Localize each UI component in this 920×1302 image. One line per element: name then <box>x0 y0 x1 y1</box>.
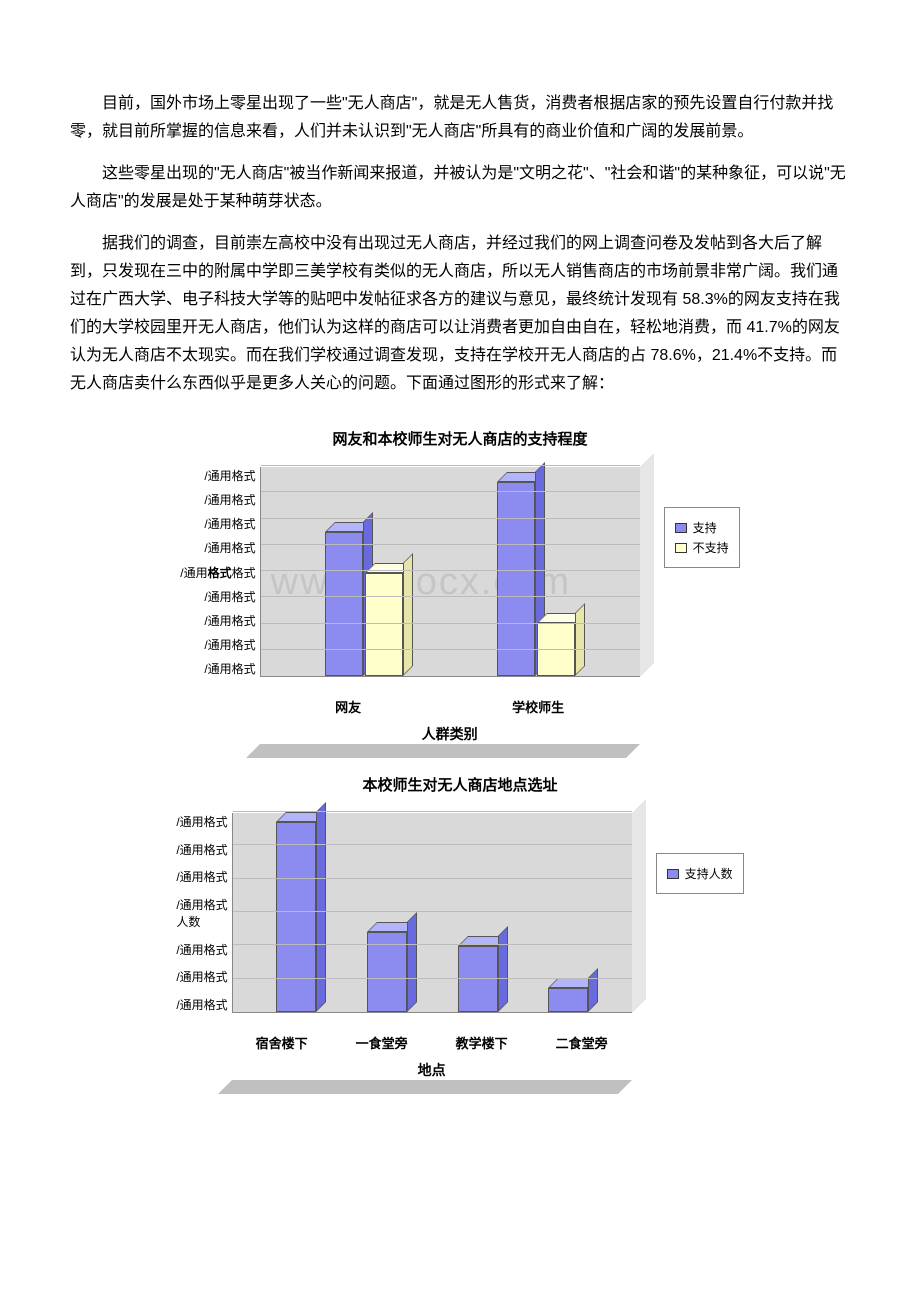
bar-group <box>458 946 498 1012</box>
legend-item: 支持人数 <box>667 865 733 882</box>
chart1-y-labels: /通用格式/通用格式/通用格式/通用格式/通用格式格式/通用格式/通用格式/通用… <box>180 467 255 677</box>
bar-group <box>497 482 575 676</box>
chart1-plot: www.bdocx.com 网友学校师生 人群类别 <box>260 467 640 744</box>
y-tick-label: /通用格式人数 <box>176 896 227 930</box>
chart1-legend: 支持不支持 <box>664 507 740 568</box>
chart-support-degree: 网友和本校师生对无人商店的支持程度 /通用格式/通用格式/通用格式/通用格式/通… <box>70 428 850 744</box>
chart2-title: 本校师生对无人商店地点选址 <box>70 774 850 795</box>
bar-group <box>325 532 403 676</box>
y-tick-label: /通用格式 <box>204 636 255 653</box>
x-category-label: 一食堂旁 <box>356 1033 408 1052</box>
x-category-label: 网友 <box>335 697 361 716</box>
bar <box>548 988 588 1012</box>
paragraph-3: 据我们的调查，目前崇左高校中没有出现过无人商店，并经过我们的网上调查问卷及发帖到… <box>70 230 850 398</box>
chart2-y-labels: /通用格式/通用格式/通用格式/通用格式人数/通用格式/通用格式/通用格式 <box>176 813 227 1013</box>
y-tick-label: /通用格式 <box>176 868 227 885</box>
y-tick-label: /通用格式 <box>204 491 255 508</box>
y-tick-label: /通用格式 <box>204 612 255 629</box>
y-tick-label: /通用格式 <box>204 660 255 677</box>
chart-location-choice: 本校师生对无人商店地点选址 /通用格式/通用格式/通用格式/通用格式人数/通用格… <box>70 774 850 1080</box>
paragraph-2: 这些零星出现的"无人商店"被当作新闻来报道，并被认为是"文明之花"、"社会和谐"… <box>70 160 850 216</box>
bar <box>276 822 316 1012</box>
x-category-label: 学校师生 <box>512 697 564 716</box>
y-tick-label: /通用格式 <box>204 467 255 484</box>
legend-item: 不支持 <box>675 539 729 556</box>
chart2-plot: 宿舍楼下 一食堂旁 教学楼下 二食堂旁 地点 <box>232 813 632 1080</box>
chart2-x-axis-title: 地点 <box>232 1060 632 1080</box>
y-tick-label: /通用格式 <box>204 515 255 532</box>
bar-group <box>548 988 588 1012</box>
y-tick-label: /通用格式 <box>176 941 227 958</box>
bar-group <box>276 822 316 1012</box>
y-tick-label: /通用格式 <box>204 588 255 605</box>
x-category-label: 宿舍楼下 <box>256 1033 308 1052</box>
bar <box>497 482 535 676</box>
y-tick-label: /通用格式 <box>176 813 227 830</box>
x-category-label: 教学楼下 <box>456 1033 508 1052</box>
chart1-x-labels: 网友 学校师生 <box>260 697 640 716</box>
chart1-title: 网友和本校师生对无人商店的支持程度 <box>70 428 850 449</box>
y-tick-label: /通用格式 <box>176 996 227 1013</box>
y-tick-label: /通用格式 <box>176 841 227 858</box>
chart1-x-axis-title: 人群类别 <box>260 724 640 744</box>
bar <box>325 532 363 676</box>
legend-item: 支持 <box>675 519 729 536</box>
x-category-label: 二食堂旁 <box>556 1033 608 1052</box>
chart2-x-labels: 宿舍楼下 一食堂旁 教学楼下 二食堂旁 <box>232 1033 632 1052</box>
paragraph-1: 目前，国外市场上零星出现了一些"无人商店"，就是无人售货，消费者根据店家的预先设… <box>70 90 850 146</box>
y-tick-label: /通用格式 <box>204 539 255 556</box>
bar <box>458 946 498 1012</box>
bar <box>365 573 403 676</box>
y-tick-label: /通用格式格式 <box>180 564 255 581</box>
y-tick-label: /通用格式 <box>176 968 227 985</box>
chart2-legend: 支持人数 <box>656 853 744 894</box>
